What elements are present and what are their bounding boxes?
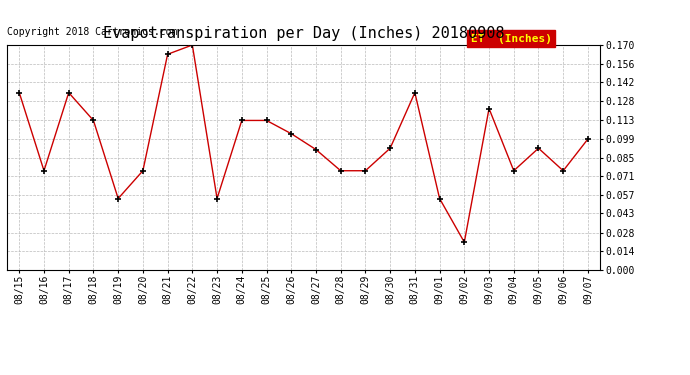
Text: ET  (Inches): ET (Inches) xyxy=(471,34,552,44)
Title: Evapotranspiration per Day (Inches) 20180908: Evapotranspiration per Day (Inches) 2018… xyxy=(103,26,504,41)
Text: Copyright 2018 Cartronics.com: Copyright 2018 Cartronics.com xyxy=(7,27,177,37)
